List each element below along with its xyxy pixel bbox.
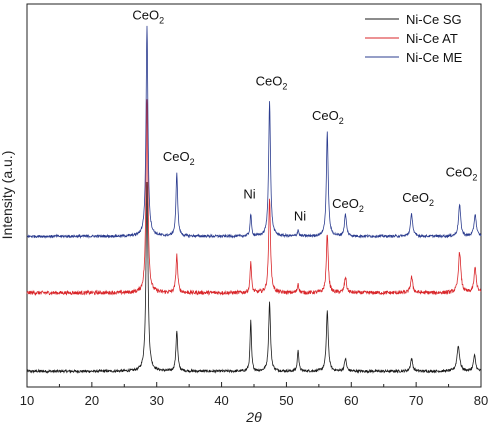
peak-label: CeO2 [163,149,195,167]
x-tick-label: 10 [20,393,34,408]
x-tick-label: 40 [214,393,228,408]
y-axis-label: Intensity (a.u.) [0,151,15,240]
peak-label: Ni [243,187,255,202]
peak-label: CeO2 [256,74,288,92]
x-tick-label: 20 [85,393,99,408]
peak-label: CeO2 [132,8,164,26]
x-tick-label: 70 [409,393,423,408]
peak-label: CeO2 [332,196,364,214]
series-layer [26,25,482,374]
x-axis: 10 20 30 40 50 60 70 80 [20,382,488,408]
peak-label: Ni [294,209,306,224]
series-line-0 [26,182,482,374]
x-axis-label: 2θ [245,409,262,425]
peak-label: CeO2 [312,108,344,126]
x-tick-label: 50 [279,393,293,408]
peak-label: CeO2 [446,165,478,183]
peak-label: CeO2 [402,190,434,208]
series-line-2 [26,25,482,240]
peak-annotations: CeO2 CeO2 Ni CeO2 Ni CeO2 CeO2 CeO2 CeO2 [132,8,477,224]
x-tick-label: 80 [474,393,488,408]
legend: Ni-Ce SG Ni-Ce AT Ni-Ce ME [365,12,463,65]
x-tick-label: 30 [149,393,163,408]
series-line-1 [26,99,482,296]
x-tick-label: 60 [344,393,358,408]
legend-label: Ni-Ce SG [406,12,462,27]
legend-label: Ni-Ce ME [406,50,463,65]
legend-label: Ni-Ce AT [406,31,458,46]
